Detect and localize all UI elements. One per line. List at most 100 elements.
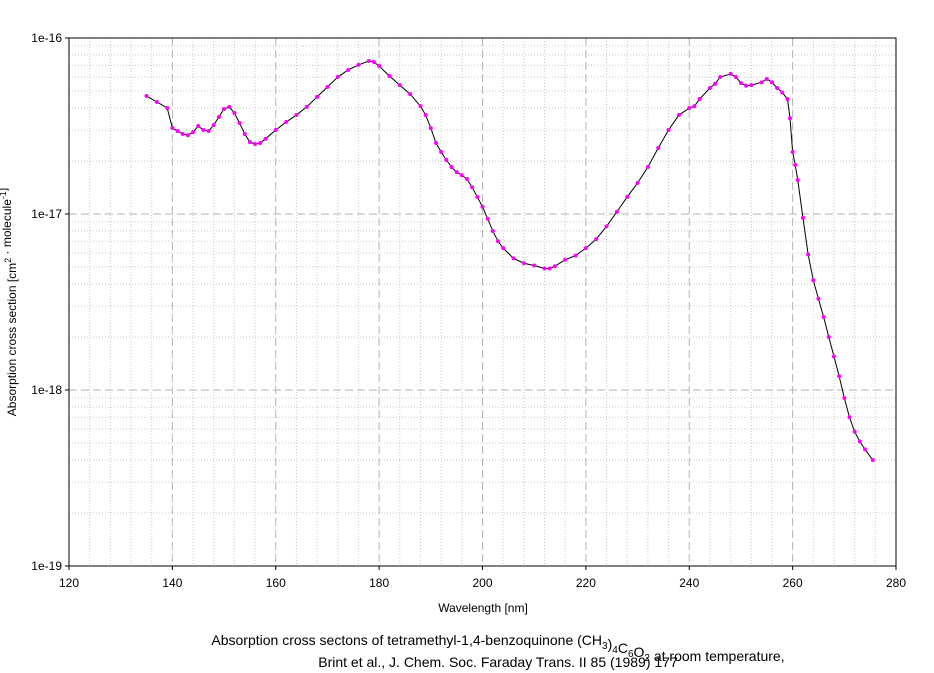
data-point <box>857 439 862 444</box>
data-point <box>552 264 557 269</box>
data-point <box>759 80 764 85</box>
data-point <box>408 92 413 97</box>
x-tick-label: 260 <box>783 576 803 590</box>
data-point <box>687 106 692 111</box>
x-tick-label: 140 <box>162 576 182 590</box>
data-point <box>733 75 738 80</box>
data-point <box>645 164 650 169</box>
data-point <box>227 104 232 109</box>
data-point <box>216 114 221 119</box>
plot-marks <box>144 59 875 463</box>
data-point <box>707 85 712 90</box>
data-point <box>439 150 444 155</box>
data-point <box>480 204 485 209</box>
data-point <box>806 252 811 257</box>
data-point <box>449 164 454 169</box>
data-point <box>201 128 206 133</box>
data-point <box>253 141 258 146</box>
data-point <box>232 110 237 115</box>
data-point <box>749 83 754 88</box>
data-point <box>800 215 805 220</box>
x-tick-label: 180 <box>369 576 389 590</box>
data-point <box>532 263 537 268</box>
data-point <box>821 314 826 319</box>
data-point <box>356 62 361 67</box>
data-point <box>769 80 774 85</box>
data-point <box>837 374 842 379</box>
data-point <box>371 60 376 65</box>
data-point <box>697 97 702 102</box>
data-point <box>496 239 501 244</box>
data-point <box>625 194 630 199</box>
data-point <box>870 458 875 463</box>
caption-line: Brint et al., J. Chem. Soc. Faraday Tran… <box>318 654 678 670</box>
data-point <box>788 116 793 121</box>
data-point <box>464 177 469 182</box>
data-point <box>191 130 196 135</box>
data-point <box>728 71 733 76</box>
data-point <box>185 133 190 138</box>
data-point <box>847 415 852 420</box>
data-point <box>444 157 449 162</box>
data-point <box>604 224 609 229</box>
data-point <box>175 129 180 134</box>
data-point <box>304 104 309 109</box>
data-point <box>793 162 798 167</box>
data-point <box>263 136 268 141</box>
y-tick-label: 1e-17 <box>31 207 62 221</box>
data-point <box>325 84 330 89</box>
data-point <box>785 97 790 102</box>
data-point <box>470 185 475 190</box>
data-point <box>377 64 382 69</box>
data-point <box>258 141 263 146</box>
data-point <box>387 74 392 79</box>
data-point <box>795 178 800 183</box>
data-point <box>294 113 299 118</box>
x-tick-label: 120 <box>59 576 79 590</box>
data-point <box>475 194 480 199</box>
data-point <box>862 447 867 452</box>
x-axis-label: Wavelength [nm] <box>438 601 528 615</box>
data-point <box>196 124 201 129</box>
data-point <box>713 81 718 86</box>
data-point <box>563 257 568 262</box>
data-point <box>211 123 216 128</box>
data-point <box>583 246 588 251</box>
data-point <box>418 104 423 109</box>
data-point <box>397 83 402 88</box>
data-point <box>826 335 831 340</box>
data-point <box>144 94 149 99</box>
data-point <box>811 278 816 283</box>
data-point <box>542 266 547 271</box>
data-point <box>485 216 490 221</box>
data-point <box>635 181 640 186</box>
data-point <box>744 83 749 88</box>
data-point <box>490 229 495 234</box>
data-point <box>666 128 671 133</box>
data-point <box>454 170 459 175</box>
data-point <box>237 120 242 125</box>
data-point <box>165 106 170 111</box>
data-point <box>764 76 769 81</box>
data-point <box>284 120 289 125</box>
data-point <box>852 429 857 434</box>
x-tick-label: 200 <box>472 576 492 590</box>
data-point <box>346 67 351 72</box>
data-point <box>521 261 526 266</box>
data-point <box>775 85 780 90</box>
data-point <box>428 126 433 131</box>
data-point <box>614 209 619 214</box>
data-point <box>315 94 320 99</box>
data-point <box>433 141 438 146</box>
data-point <box>831 354 836 359</box>
data-point <box>154 99 159 104</box>
x-tick-label: 160 <box>266 576 286 590</box>
data-point <box>547 266 552 271</box>
x-tick-label: 240 <box>679 576 699 590</box>
data-point <box>273 128 278 133</box>
data-point <box>206 129 211 134</box>
data-point <box>573 253 578 258</box>
data-point <box>423 113 428 118</box>
data-point <box>247 140 252 145</box>
